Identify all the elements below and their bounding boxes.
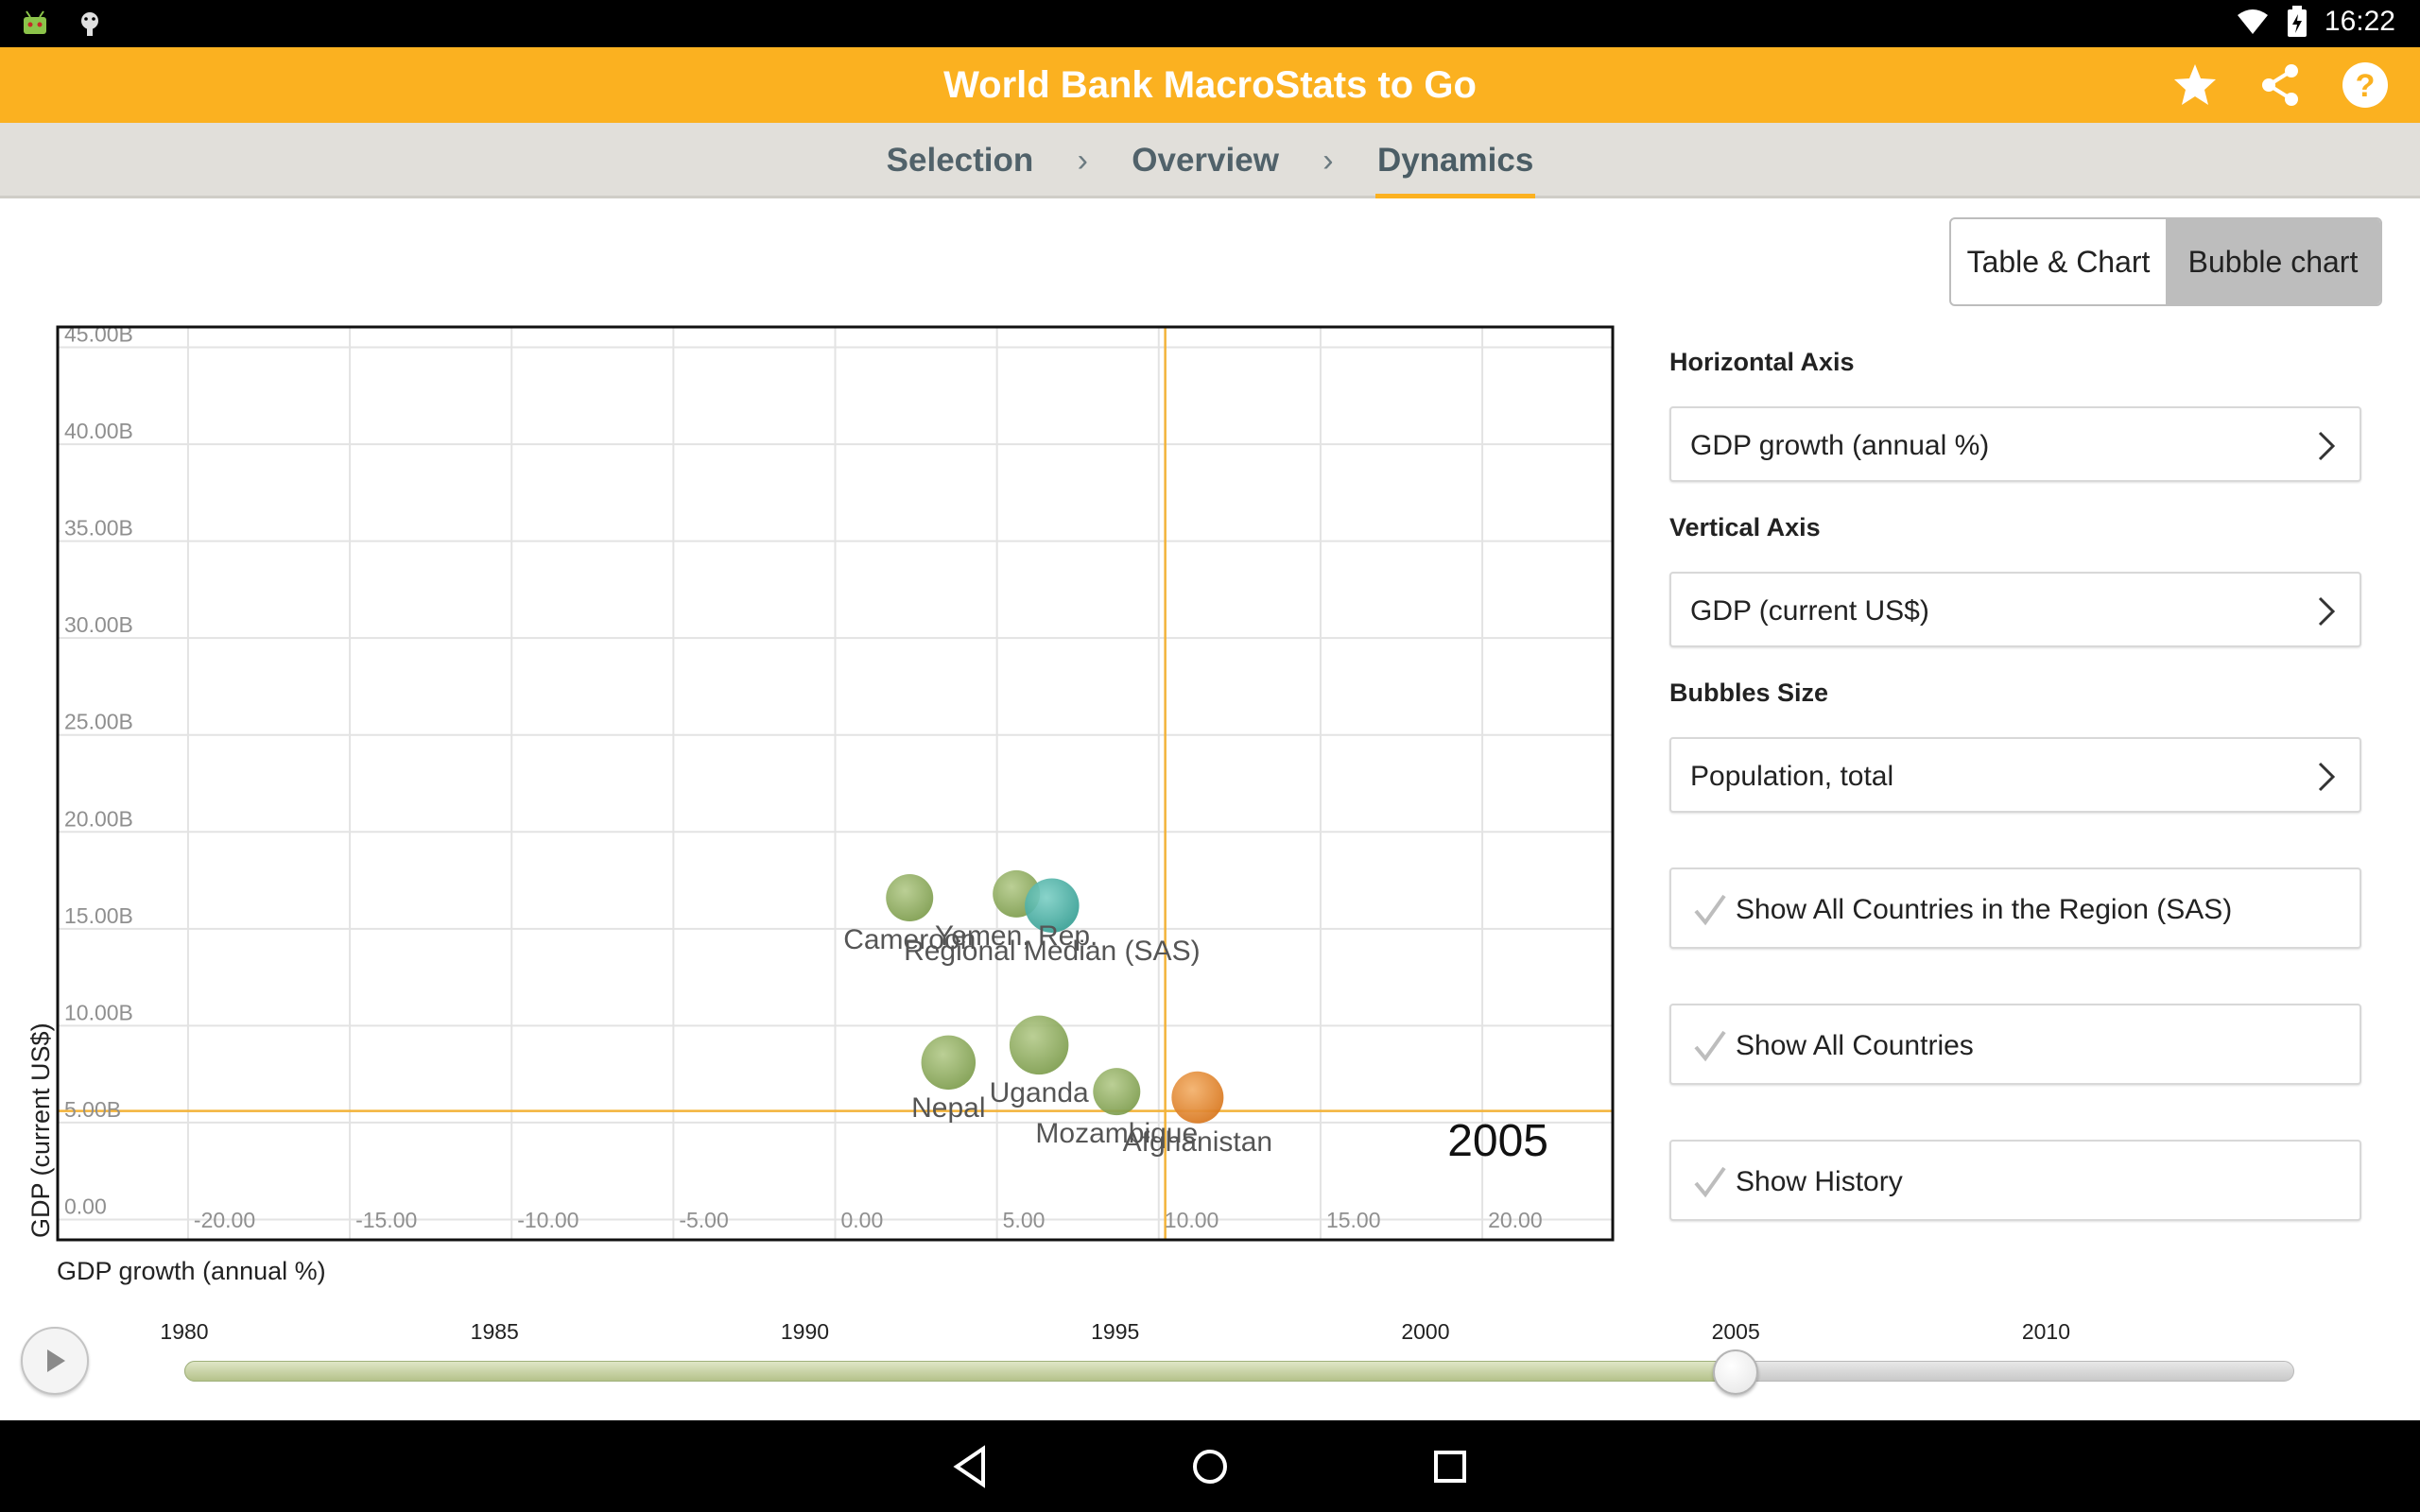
timeline-year-label: 1990 [780, 1319, 830, 1344]
horizontal-axis-label: Horizontal Axis [1669, 348, 1855, 376]
chart-year-label: 2005 [1447, 1116, 1548, 1166]
x-tick-label: 0.00 [841, 1208, 884, 1232]
home-icon[interactable] [1184, 1441, 1236, 1492]
chevron-right-icon [2318, 596, 2336, 627]
favorite-button[interactable] [2169, 59, 2221, 112]
show-region-countries-toggle[interactable]: Show All Countries in the Region (SAS) [1669, 868, 2361, 949]
android-robot-icon [81, 12, 98, 36]
action-bar: World Bank MacroStats to Go [0, 47, 2420, 123]
x-tick-label: -20.00 [194, 1208, 255, 1232]
y-tick-label: 5.00B [64, 1097, 121, 1122]
battery-icon [2287, 6, 2307, 37]
x-tick-label: -5.00 [679, 1208, 728, 1232]
bubble-label: Afghanistan [1123, 1126, 1272, 1158]
share-button[interactable] [2254, 59, 2307, 112]
play-button[interactable] [21, 1327, 89, 1395]
tab-dynamics[interactable]: Dynamics [1374, 123, 1536, 198]
checkmark-icon [1694, 1030, 1726, 1062]
bubble[interactable] [921, 1035, 977, 1091]
vertical-axis-value: GDP (current US$) [1690, 595, 1929, 627]
app-title: World Bank MacroStats to Go [943, 64, 1477, 106]
bubble-chart-option[interactable]: Bubble chart [2166, 219, 2380, 304]
y-tick-label: 25.00B [64, 710, 133, 734]
y-tick-label: 30.00B [64, 612, 133, 637]
chevron-right-icon [2318, 431, 2336, 461]
chevron-right-icon: › [1077, 143, 1088, 179]
x-tick-label: -10.00 [517, 1208, 579, 1232]
recents-icon[interactable] [1425, 1441, 1476, 1492]
navigation-bar [0, 1420, 2420, 1512]
show-history-label: Show History [1736, 1166, 1903, 1197]
help-icon: ? [2342, 62, 2388, 108]
svg-text:?: ? [2356, 68, 2376, 104]
play-icon [47, 1349, 65, 1372]
bubble-label: Uganda [990, 1077, 1089, 1108]
show-all-countries-label: Show All Countries [1736, 1030, 1974, 1061]
timeline-year-label: 1980 [160, 1319, 209, 1344]
y-tick-label: 0.00 [64, 1194, 107, 1218]
chart-canvas: -20.00 -15.00 -10.00 -5.00 0.00 5.00 10.00 15.0… [26, 322, 1615, 1285]
bubble-chart: -20.00 -15.00 -10.00 -5.00 0.00 5.00 10.00 15.0… [0, 312, 1626, 1295]
x-tick-label: 15.00 [1326, 1208, 1381, 1232]
vertical-axis-label: Vertical Axis [1669, 513, 1821, 541]
year-timeline: 1980 1985 1990 1995 2000 2005 2010 [0, 1295, 2420, 1418]
bubble-label: Regional Median (SAS) [904, 936, 1201, 967]
plot-frame [56, 325, 1615, 1242]
x-tick-label: -15.00 [355, 1208, 417, 1232]
y-tick-label: 10.00B [64, 1000, 133, 1024]
chevron-right-icon: › [1322, 143, 1334, 179]
status-bar: 16:22 [0, 0, 2420, 47]
y-axis-title: GDP (current US$) [26, 1022, 55, 1238]
show-region-countries-label: Show All Countries in the Region (SAS) [1736, 894, 2233, 925]
x-tick-label: 10.00 [1165, 1208, 1219, 1232]
view-toggle: Table & Chart Bubble chart [1949, 217, 2382, 306]
horizontal-axis-value: GDP growth (annual %) [1690, 430, 1990, 461]
back-icon[interactable] [945, 1441, 996, 1492]
bubble-label: Nepal [911, 1092, 985, 1124]
bubble-size-select[interactable]: Population, total [1669, 737, 2361, 813]
y-tick-label: 15.00B [64, 903, 133, 928]
y-tick-label: 40.00B [64, 419, 133, 443]
timeline-progress [184, 1361, 1737, 1382]
timeline-year-label: 2005 [1711, 1319, 1760, 1344]
tab-selection[interactable]: Selection [886, 142, 1034, 179]
x-tick-label: 20.00 [1488, 1208, 1543, 1232]
breadcrumb-tabs: Selection › Overview › Dynamics [0, 123, 2420, 198]
vertical-axis-select[interactable]: GDP (current US$) [1669, 572, 2361, 647]
bubble[interactable] [1025, 878, 1080, 933]
x-axis-title: GDP growth (annual %) [57, 1257, 326, 1285]
android-debug-icon [24, 10, 46, 34]
bubble-label: Yemen, Rep. [935, 920, 1098, 952]
bubble-label: Cameroon [843, 924, 976, 955]
wifi-icon [2237, 9, 2268, 34]
table-chart-option[interactable]: Table & Chart [1966, 244, 2151, 279]
bubble[interactable] [1009, 1015, 1069, 1075]
bubble-size-label: Bubbles Size [1669, 679, 1829, 707]
share-icon [2262, 64, 2298, 106]
y-tick-label: 35.00B [64, 516, 133, 541]
checkmark-icon [1694, 894, 1726, 926]
timeline-slider-thumb[interactable] [1713, 1349, 1759, 1395]
timeline-year-label: 1985 [470, 1319, 519, 1344]
checkmark-icon [1694, 1166, 1726, 1198]
timeline-year-label: 2010 [2021, 1319, 2070, 1344]
clock: 16:22 [2324, 6, 2395, 37]
bubble-size-value: Population, total [1690, 761, 1894, 792]
bubble[interactable] [1171, 1071, 1224, 1124]
bubble-label: Mozambique [1035, 1118, 1198, 1149]
y-tick-label: 20.00B [64, 806, 133, 831]
y-tick-label: 45.00B [64, 322, 133, 347]
tab-overview[interactable]: Overview [1132, 142, 1279, 179]
help-button[interactable]: ? [2339, 59, 2392, 112]
x-tick-label: 5.00 [1003, 1208, 1046, 1232]
timeline-year-label: 2000 [1401, 1319, 1450, 1344]
chevron-right-icon [2318, 762, 2336, 792]
bubble[interactable] [1093, 1068, 1141, 1116]
timeline-year-label: 1995 [1091, 1319, 1140, 1344]
bubble[interactable] [886, 874, 934, 922]
horizontal-axis-select[interactable]: GDP growth (annual %) [1669, 406, 2361, 482]
show-history-toggle[interactable]: Show History [1669, 1140, 2361, 1221]
star-icon [2174, 64, 2216, 105]
show-all-countries-toggle[interactable]: Show All Countries [1669, 1004, 2361, 1085]
